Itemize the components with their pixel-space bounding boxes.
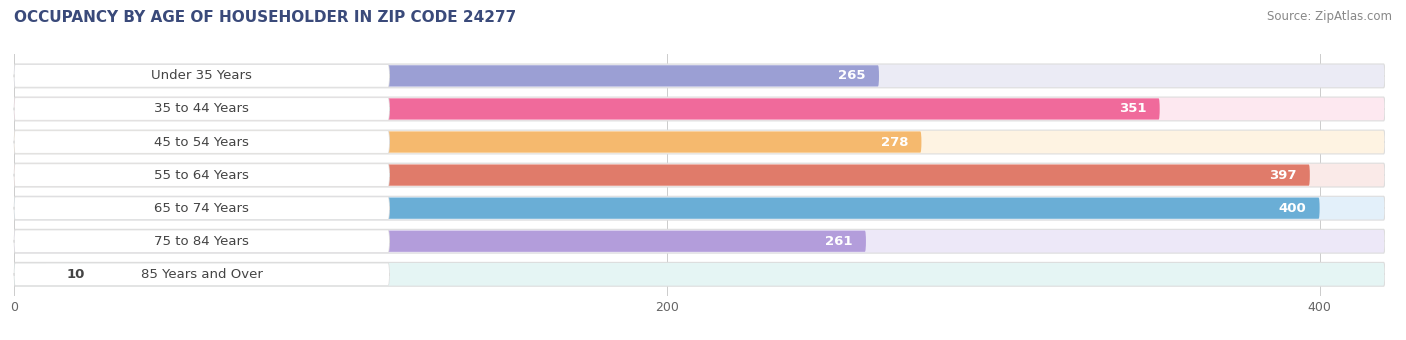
Text: 351: 351: [1119, 102, 1147, 116]
FancyBboxPatch shape: [14, 264, 46, 285]
FancyBboxPatch shape: [14, 97, 1385, 121]
FancyBboxPatch shape: [14, 98, 389, 120]
FancyBboxPatch shape: [14, 65, 879, 86]
FancyBboxPatch shape: [14, 263, 389, 286]
FancyBboxPatch shape: [14, 130, 1385, 154]
FancyBboxPatch shape: [14, 164, 389, 186]
FancyBboxPatch shape: [14, 132, 921, 153]
FancyBboxPatch shape: [14, 98, 1160, 120]
FancyBboxPatch shape: [14, 230, 389, 253]
FancyBboxPatch shape: [14, 165, 1310, 186]
FancyBboxPatch shape: [14, 262, 1385, 286]
Text: OCCUPANCY BY AGE OF HOUSEHOLDER IN ZIP CODE 24277: OCCUPANCY BY AGE OF HOUSEHOLDER IN ZIP C…: [14, 10, 516, 25]
Text: 10: 10: [66, 268, 84, 281]
FancyBboxPatch shape: [14, 197, 389, 219]
Text: 85 Years and Over: 85 Years and Over: [141, 268, 263, 281]
FancyBboxPatch shape: [14, 64, 1385, 88]
FancyBboxPatch shape: [14, 230, 1385, 253]
Text: Source: ZipAtlas.com: Source: ZipAtlas.com: [1267, 10, 1392, 23]
Text: Under 35 Years: Under 35 Years: [152, 69, 252, 82]
Text: 45 to 54 Years: 45 to 54 Years: [155, 136, 249, 149]
Text: 265: 265: [838, 69, 866, 82]
FancyBboxPatch shape: [14, 231, 866, 252]
Text: 55 to 64 Years: 55 to 64 Years: [155, 169, 249, 182]
FancyBboxPatch shape: [14, 198, 1320, 219]
Text: 75 to 84 Years: 75 to 84 Years: [155, 235, 249, 248]
Text: 35 to 44 Years: 35 to 44 Years: [155, 102, 249, 116]
Text: 65 to 74 Years: 65 to 74 Years: [155, 202, 249, 215]
FancyBboxPatch shape: [14, 163, 1385, 187]
FancyBboxPatch shape: [14, 65, 389, 87]
Text: 400: 400: [1279, 202, 1306, 215]
Text: 278: 278: [882, 136, 908, 149]
Text: 261: 261: [825, 235, 853, 248]
Text: 397: 397: [1270, 169, 1296, 182]
FancyBboxPatch shape: [14, 131, 389, 153]
FancyBboxPatch shape: [14, 196, 1385, 220]
